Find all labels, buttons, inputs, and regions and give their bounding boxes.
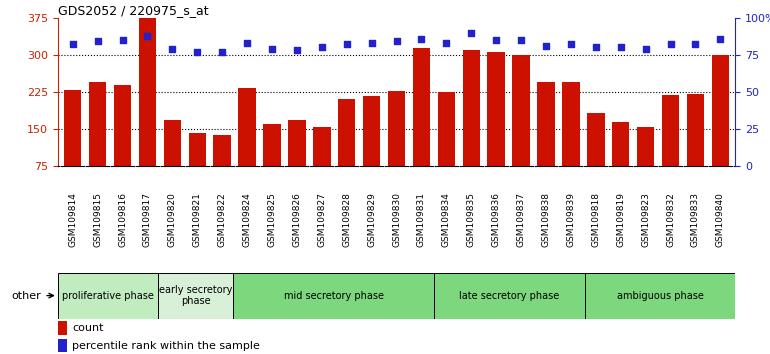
Point bbox=[689, 42, 701, 47]
Point bbox=[166, 46, 179, 52]
Text: GSM109835: GSM109835 bbox=[467, 192, 476, 247]
Point bbox=[440, 40, 453, 46]
Bar bbox=[58, 339, 66, 352]
Bar bbox=[58, 273, 158, 319]
Text: proliferative phase: proliferative phase bbox=[62, 291, 154, 301]
Text: GSM109828: GSM109828 bbox=[342, 192, 351, 247]
Point bbox=[291, 47, 303, 53]
Point bbox=[266, 46, 278, 52]
Point bbox=[490, 37, 502, 43]
Text: GSM109816: GSM109816 bbox=[118, 192, 127, 247]
Bar bbox=[288, 120, 306, 204]
Text: GSM109834: GSM109834 bbox=[442, 192, 451, 247]
Point bbox=[141, 33, 153, 38]
Point bbox=[116, 37, 129, 43]
Text: GSM109840: GSM109840 bbox=[716, 192, 725, 247]
Bar bbox=[662, 95, 679, 204]
Text: GSM109824: GSM109824 bbox=[243, 192, 252, 247]
Point bbox=[66, 42, 79, 47]
Bar bbox=[313, 127, 330, 204]
Point bbox=[564, 42, 577, 47]
Bar bbox=[363, 96, 380, 204]
Text: late secretory phase: late secretory phase bbox=[460, 291, 560, 301]
Bar bbox=[64, 90, 82, 204]
Bar bbox=[189, 133, 206, 204]
Text: early secretory
phase: early secretory phase bbox=[159, 285, 233, 307]
Text: GSM109817: GSM109817 bbox=[143, 192, 152, 247]
Bar bbox=[58, 321, 66, 335]
Bar bbox=[512, 55, 530, 204]
Point bbox=[366, 40, 378, 46]
Text: GSM109837: GSM109837 bbox=[517, 192, 526, 247]
Text: GSM109830: GSM109830 bbox=[392, 192, 401, 247]
Point bbox=[465, 30, 477, 35]
Bar bbox=[163, 120, 181, 204]
Bar bbox=[388, 91, 405, 204]
Bar bbox=[437, 92, 455, 204]
Point bbox=[92, 39, 104, 44]
Bar bbox=[114, 85, 131, 204]
Text: GSM109814: GSM109814 bbox=[69, 192, 77, 247]
Bar bbox=[263, 124, 281, 204]
Text: GSM109827: GSM109827 bbox=[317, 192, 326, 247]
Bar bbox=[434, 273, 584, 319]
Text: GSM109818: GSM109818 bbox=[591, 192, 601, 247]
Bar bbox=[711, 55, 729, 204]
Text: GSM109831: GSM109831 bbox=[417, 192, 426, 247]
Bar bbox=[584, 273, 735, 319]
Bar bbox=[487, 52, 505, 204]
Bar bbox=[612, 122, 629, 204]
Text: GSM109829: GSM109829 bbox=[367, 192, 376, 247]
Point bbox=[614, 45, 627, 50]
Point bbox=[515, 37, 527, 43]
Bar bbox=[637, 127, 654, 204]
Text: GSM109825: GSM109825 bbox=[267, 192, 276, 247]
Bar bbox=[413, 48, 430, 204]
Bar bbox=[89, 82, 106, 204]
Text: GSM109832: GSM109832 bbox=[666, 192, 675, 247]
Point bbox=[316, 45, 328, 50]
Point bbox=[540, 43, 552, 49]
Text: mid secretory phase: mid secretory phase bbox=[284, 291, 383, 301]
Text: ambiguous phase: ambiguous phase bbox=[617, 291, 704, 301]
Bar bbox=[562, 82, 580, 204]
Text: GSM109839: GSM109839 bbox=[567, 192, 575, 247]
Bar bbox=[239, 88, 256, 204]
Point bbox=[590, 45, 602, 50]
Text: GSM109823: GSM109823 bbox=[641, 192, 650, 247]
Text: GSM109833: GSM109833 bbox=[691, 192, 700, 247]
Point bbox=[640, 46, 652, 52]
Point bbox=[191, 49, 203, 55]
Text: GSM109821: GSM109821 bbox=[192, 192, 202, 247]
Text: other: other bbox=[12, 291, 53, 301]
Text: GSM109815: GSM109815 bbox=[93, 192, 102, 247]
Bar bbox=[233, 273, 434, 319]
Text: GSM109826: GSM109826 bbox=[293, 192, 301, 247]
Bar bbox=[587, 113, 604, 204]
Text: GSM109836: GSM109836 bbox=[492, 192, 501, 247]
Bar bbox=[139, 18, 156, 204]
Text: count: count bbox=[72, 323, 103, 333]
Bar bbox=[463, 50, 480, 204]
Text: GSM109822: GSM109822 bbox=[218, 192, 226, 247]
Point bbox=[241, 40, 253, 46]
Point bbox=[216, 49, 229, 55]
Point bbox=[390, 39, 403, 44]
Text: percentile rank within the sample: percentile rank within the sample bbox=[72, 341, 259, 350]
Text: GSM109819: GSM109819 bbox=[616, 192, 625, 247]
Point bbox=[415, 36, 427, 41]
Text: GSM109838: GSM109838 bbox=[541, 192, 551, 247]
Point bbox=[665, 42, 677, 47]
Bar bbox=[158, 273, 233, 319]
Bar bbox=[687, 93, 705, 204]
Bar bbox=[537, 82, 554, 204]
Point bbox=[340, 42, 353, 47]
Point bbox=[715, 36, 727, 41]
Text: GSM109820: GSM109820 bbox=[168, 192, 177, 247]
Bar bbox=[338, 99, 356, 204]
Text: GDS2052 / 220975_s_at: GDS2052 / 220975_s_at bbox=[58, 4, 209, 17]
Bar bbox=[213, 135, 231, 204]
